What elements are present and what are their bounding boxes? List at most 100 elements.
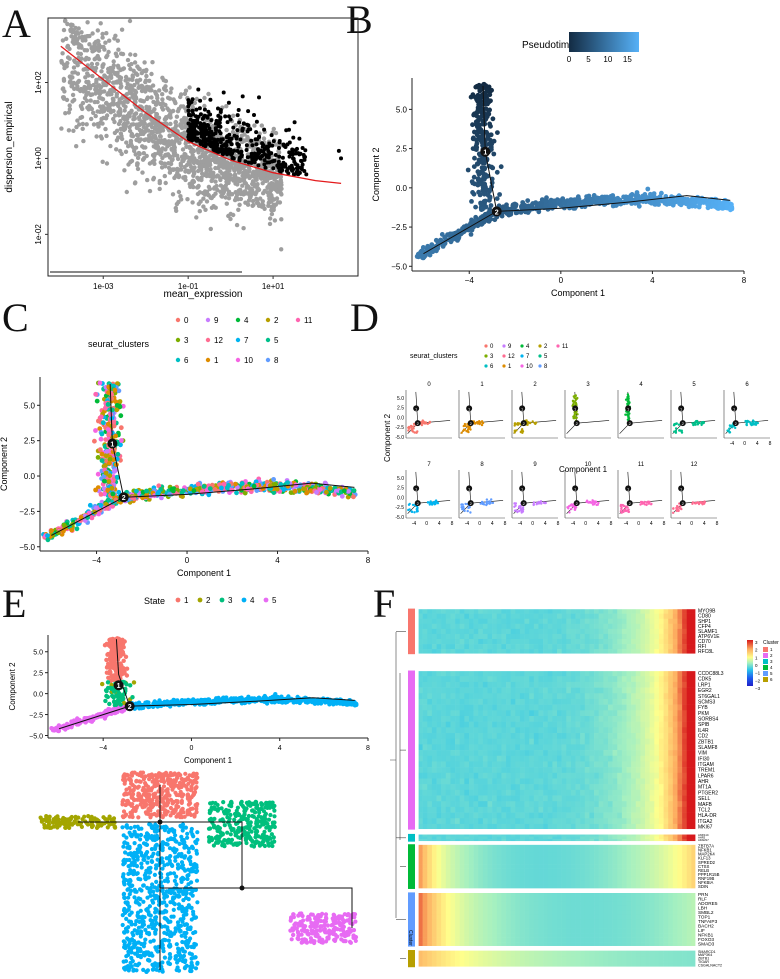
legend-label: 1 (508, 364, 512, 370)
cell-point (430, 501, 433, 505)
cell-point (696, 501, 699, 504)
legend-swatch (197, 597, 203, 603)
cell-point (456, 235, 462, 240)
legend-label: 1 (184, 596, 189, 605)
cell-point (339, 493, 345, 499)
gene-point (160, 97, 165, 102)
cell-point (627, 510, 630, 513)
branch-point-marker (625, 405, 632, 412)
gene-point (139, 70, 144, 76)
cell-point (543, 198, 549, 204)
cell-point (627, 395, 630, 398)
gene-point (108, 143, 113, 149)
y-tick-label: 2.5 (33, 671, 43, 678)
gene-point (107, 104, 112, 109)
ordering-gene-point (291, 172, 296, 177)
cell-point (530, 206, 535, 212)
cell-point (469, 511, 472, 514)
cell-point (478, 135, 483, 140)
gene-point (130, 73, 135, 78)
x-tick-label: 4 (650, 276, 655, 285)
cell-point (513, 424, 516, 427)
ordering-gene-point (226, 100, 231, 105)
gene-point (67, 80, 73, 85)
gene-point (137, 151, 142, 156)
gene-point (137, 139, 142, 144)
gene-point (79, 88, 84, 93)
cell-point (734, 426, 737, 430)
cell-point (474, 422, 477, 425)
gene-point (77, 122, 82, 127)
gene-point (160, 101, 165, 106)
cell-point (731, 424, 734, 427)
gene-point (99, 106, 105, 112)
cell-point (649, 503, 653, 506)
gene-point (242, 168, 248, 173)
gene-point (277, 180, 282, 185)
gene-point (131, 68, 136, 74)
gene-point (202, 192, 208, 197)
cell-point (475, 92, 481, 98)
y-axis-label: Component 2 (0, 437, 9, 491)
gene-point (143, 79, 148, 85)
gene-point (204, 161, 209, 166)
cell-point (180, 488, 186, 493)
ordering-gene-point (302, 169, 307, 173)
facet-label: 10 (585, 462, 592, 468)
gene-point (119, 27, 125, 32)
ordering-gene-point (202, 107, 207, 112)
gene-point (152, 107, 157, 112)
gene-point (238, 196, 244, 202)
cell-point (106, 497, 111, 503)
cell-point (422, 420, 425, 423)
ordering-gene-point (227, 132, 232, 137)
gene-point (123, 104, 128, 110)
ordering-gene-point (205, 123, 210, 127)
gene-point (178, 194, 183, 199)
gene-point (240, 190, 246, 195)
panel-label-e: E (2, 581, 27, 626)
gene-point (94, 79, 99, 85)
gene-point (60, 38, 66, 43)
gene-point (148, 86, 153, 92)
gene-point (118, 118, 123, 124)
ordering-gene-point (299, 158, 303, 163)
gene-point (90, 49, 95, 54)
cell-point (99, 431, 105, 437)
cell-point (424, 422, 428, 425)
cell-point (486, 111, 492, 117)
ordering-gene-point (277, 140, 282, 145)
gene-point (97, 121, 103, 126)
cell-point (102, 478, 107, 484)
cell-point (432, 502, 435, 505)
cell-point (434, 248, 439, 254)
legend-label: 9 (508, 344, 512, 350)
cell-point (521, 428, 524, 431)
ordering-gene-point (250, 143, 255, 148)
gene-point (226, 191, 231, 197)
legend-label: 4 (250, 596, 255, 605)
gene-point (194, 158, 200, 164)
gene-point (247, 195, 253, 200)
cell-point (407, 508, 410, 512)
gene-point (173, 173, 179, 179)
gene-point (226, 196, 232, 201)
gene-point (168, 115, 173, 120)
gene-point (145, 115, 150, 121)
cell-point (462, 424, 465, 428)
cell-point (491, 501, 495, 505)
gene-point (267, 196, 272, 201)
x-tick-label: 8 (663, 521, 666, 527)
cell-point (110, 503, 115, 509)
legend-swatch (175, 597, 181, 603)
legend-label: 0 (490, 344, 494, 350)
cell-point (104, 449, 110, 454)
gene-point (160, 107, 166, 112)
gene-point (95, 61, 100, 67)
gene-point (132, 112, 137, 117)
cell-point (494, 169, 500, 175)
gene-point (89, 45, 95, 50)
